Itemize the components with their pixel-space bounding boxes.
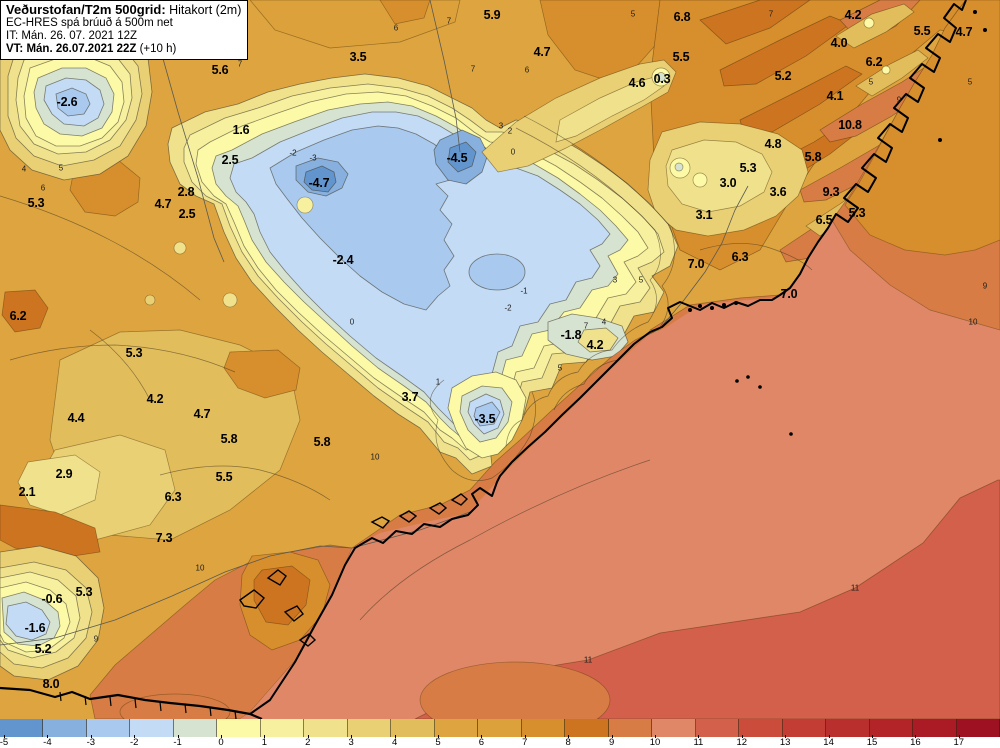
colorbar-segment [826,719,870,737]
colorbar-tick [568,735,570,738]
contour-lines [0,115,813,621]
sea [119,0,1000,719]
colorbar-segment [434,719,479,737]
colorbar-tick [785,735,787,738]
map-canvas [0,0,1000,719]
colorbar-tick-label: -2 [129,737,139,748]
colorbar-tick [611,735,613,738]
colorbar-tick-label: -1 [173,737,182,748]
init-time-line: IT: Mán. 26. 07. 2021 12Z [6,30,138,42]
colorbar-segment [260,719,305,737]
colorbar-segment [956,719,1000,737]
colorbar-tick [177,735,179,738]
colorbar-segment [304,719,348,737]
colorbar-tick-label: 16 [910,737,921,748]
colorbar-tick-label: 10 [649,737,661,748]
colorbar-tick-label: 5 [435,737,441,748]
colorbar-tick-label: 13 [779,737,791,748]
colorbar-segment [739,719,783,737]
colorbar-segment [43,719,87,737]
map-title-type: Hitakort (2m) [165,3,242,17]
colorbar-tick [264,735,266,738]
northwest-glacier [0,21,153,181]
colorbar-segment [913,719,957,737]
colorbar-tick-label: 11 [693,737,704,748]
colorbar-tick [134,735,136,738]
colorbar-tick-label: 14 [823,737,834,748]
colorbar-tick [655,735,656,738]
colorbar-segment [869,719,914,737]
valid-time-offset: (+10 h) [136,43,177,55]
valid-time-bold: VT: Mán. 26.07.2021 22Z [6,43,137,55]
colorbar-tick [958,735,960,738]
colorbar-segment [130,719,174,737]
ne-highland [647,121,809,237]
southwest-glacier [0,545,105,681]
colorbar-tick-label: 12 [736,737,748,748]
colorbar-tick-label: -4 [43,737,52,748]
colorbar-tick [438,735,439,738]
coastline [0,0,987,719]
highland-spots [144,196,314,308]
colorbar-tick [698,735,700,738]
colorbar-tick-label: -3 [86,737,96,748]
colorbar-tick-label: 15 [866,737,878,748]
colorbar-segment [347,719,392,737]
colorbar-tick-label: 17 [953,737,965,748]
map-title-product: Veðurstofan/T2m 500grid: [6,2,166,17]
colorbar-tick [524,735,526,738]
colorbar-segment [565,719,609,737]
valid-time-line: VT: Mán. 26.07.2021 22Z (+10 h) [6,43,242,56]
colorbar-segment [0,719,44,737]
colorbar-tick [828,735,830,738]
temperature-colorbar: -5 -4 -3 -2 -1 0 1 2 3 4 5 6 7 8 9 10 11 12 13 14 15 16 17 [0,719,1000,748]
map-title: Veðurstofan/T2m 500grid: Hitakort (2m) [6,2,242,18]
colorbar-tick-label: 0 [218,737,224,748]
colorbar-tick-label: 7 [522,737,528,748]
colorbar-segment [695,719,740,737]
colorbar-tick-label: 2 [305,737,311,748]
temperature-map: 5.9 6.8 4.2 5.5 4.7 4.0 4.7 3.5 5.5 6.2 5.6 5.2 0.3 4… [0,0,1000,719]
colorbar-swatches [0,719,1000,737]
ne-yellow-tongue [481,59,677,173]
colorbar-tick-label: 1 [261,737,268,748]
colorbar-tick [481,735,483,738]
colorbar-segment [782,719,827,737]
oraefajokull [447,371,527,459]
colorbar-segment [478,719,522,737]
colorbar-segment [217,719,261,737]
colorbar-tick [221,735,222,738]
colorbar-segment [521,719,566,737]
colorbar-labels: -5 -4 -3 -2 -1 0 1 2 3 4 5 6 7 8 9 10 11 12 13 14 15 16 17 [0,735,1000,748]
colorbar-tick [394,735,396,738]
colorbar-tick-label: 3 [348,737,354,748]
colorbar-tick [47,735,49,738]
colorbar-tick [872,735,873,738]
colorbar-tick-label: -5 [0,737,9,748]
colorbar-tick [741,735,743,738]
west-highland-yellows [1,159,301,541]
colorbar-tick [915,735,917,738]
vatnajokull-glacier [167,73,679,475]
colorbar-segment [652,719,696,737]
colorbar-tick-label: 8 [565,737,571,748]
colorbar-segment [86,719,131,737]
colorbar-segment [608,719,653,737]
colorbar-tick-label: 6 [478,737,485,748]
colorbar-segment [173,719,218,737]
forecast-info-box: Veðurstofan/T2m 500grid: Hitakort (2m) E… [0,0,248,60]
colorbar-tick [307,735,309,738]
colorbar-segment [391,719,435,737]
model-line: EC-HRES spá brúuð á 500m net [6,17,173,29]
colorbar-tick [90,735,92,738]
colorbar-tick-label: 9 [608,737,615,748]
colorbar-tick-label: 4 [391,737,398,748]
colorbar-tick [351,735,353,738]
colorbar-tick [4,735,5,738]
